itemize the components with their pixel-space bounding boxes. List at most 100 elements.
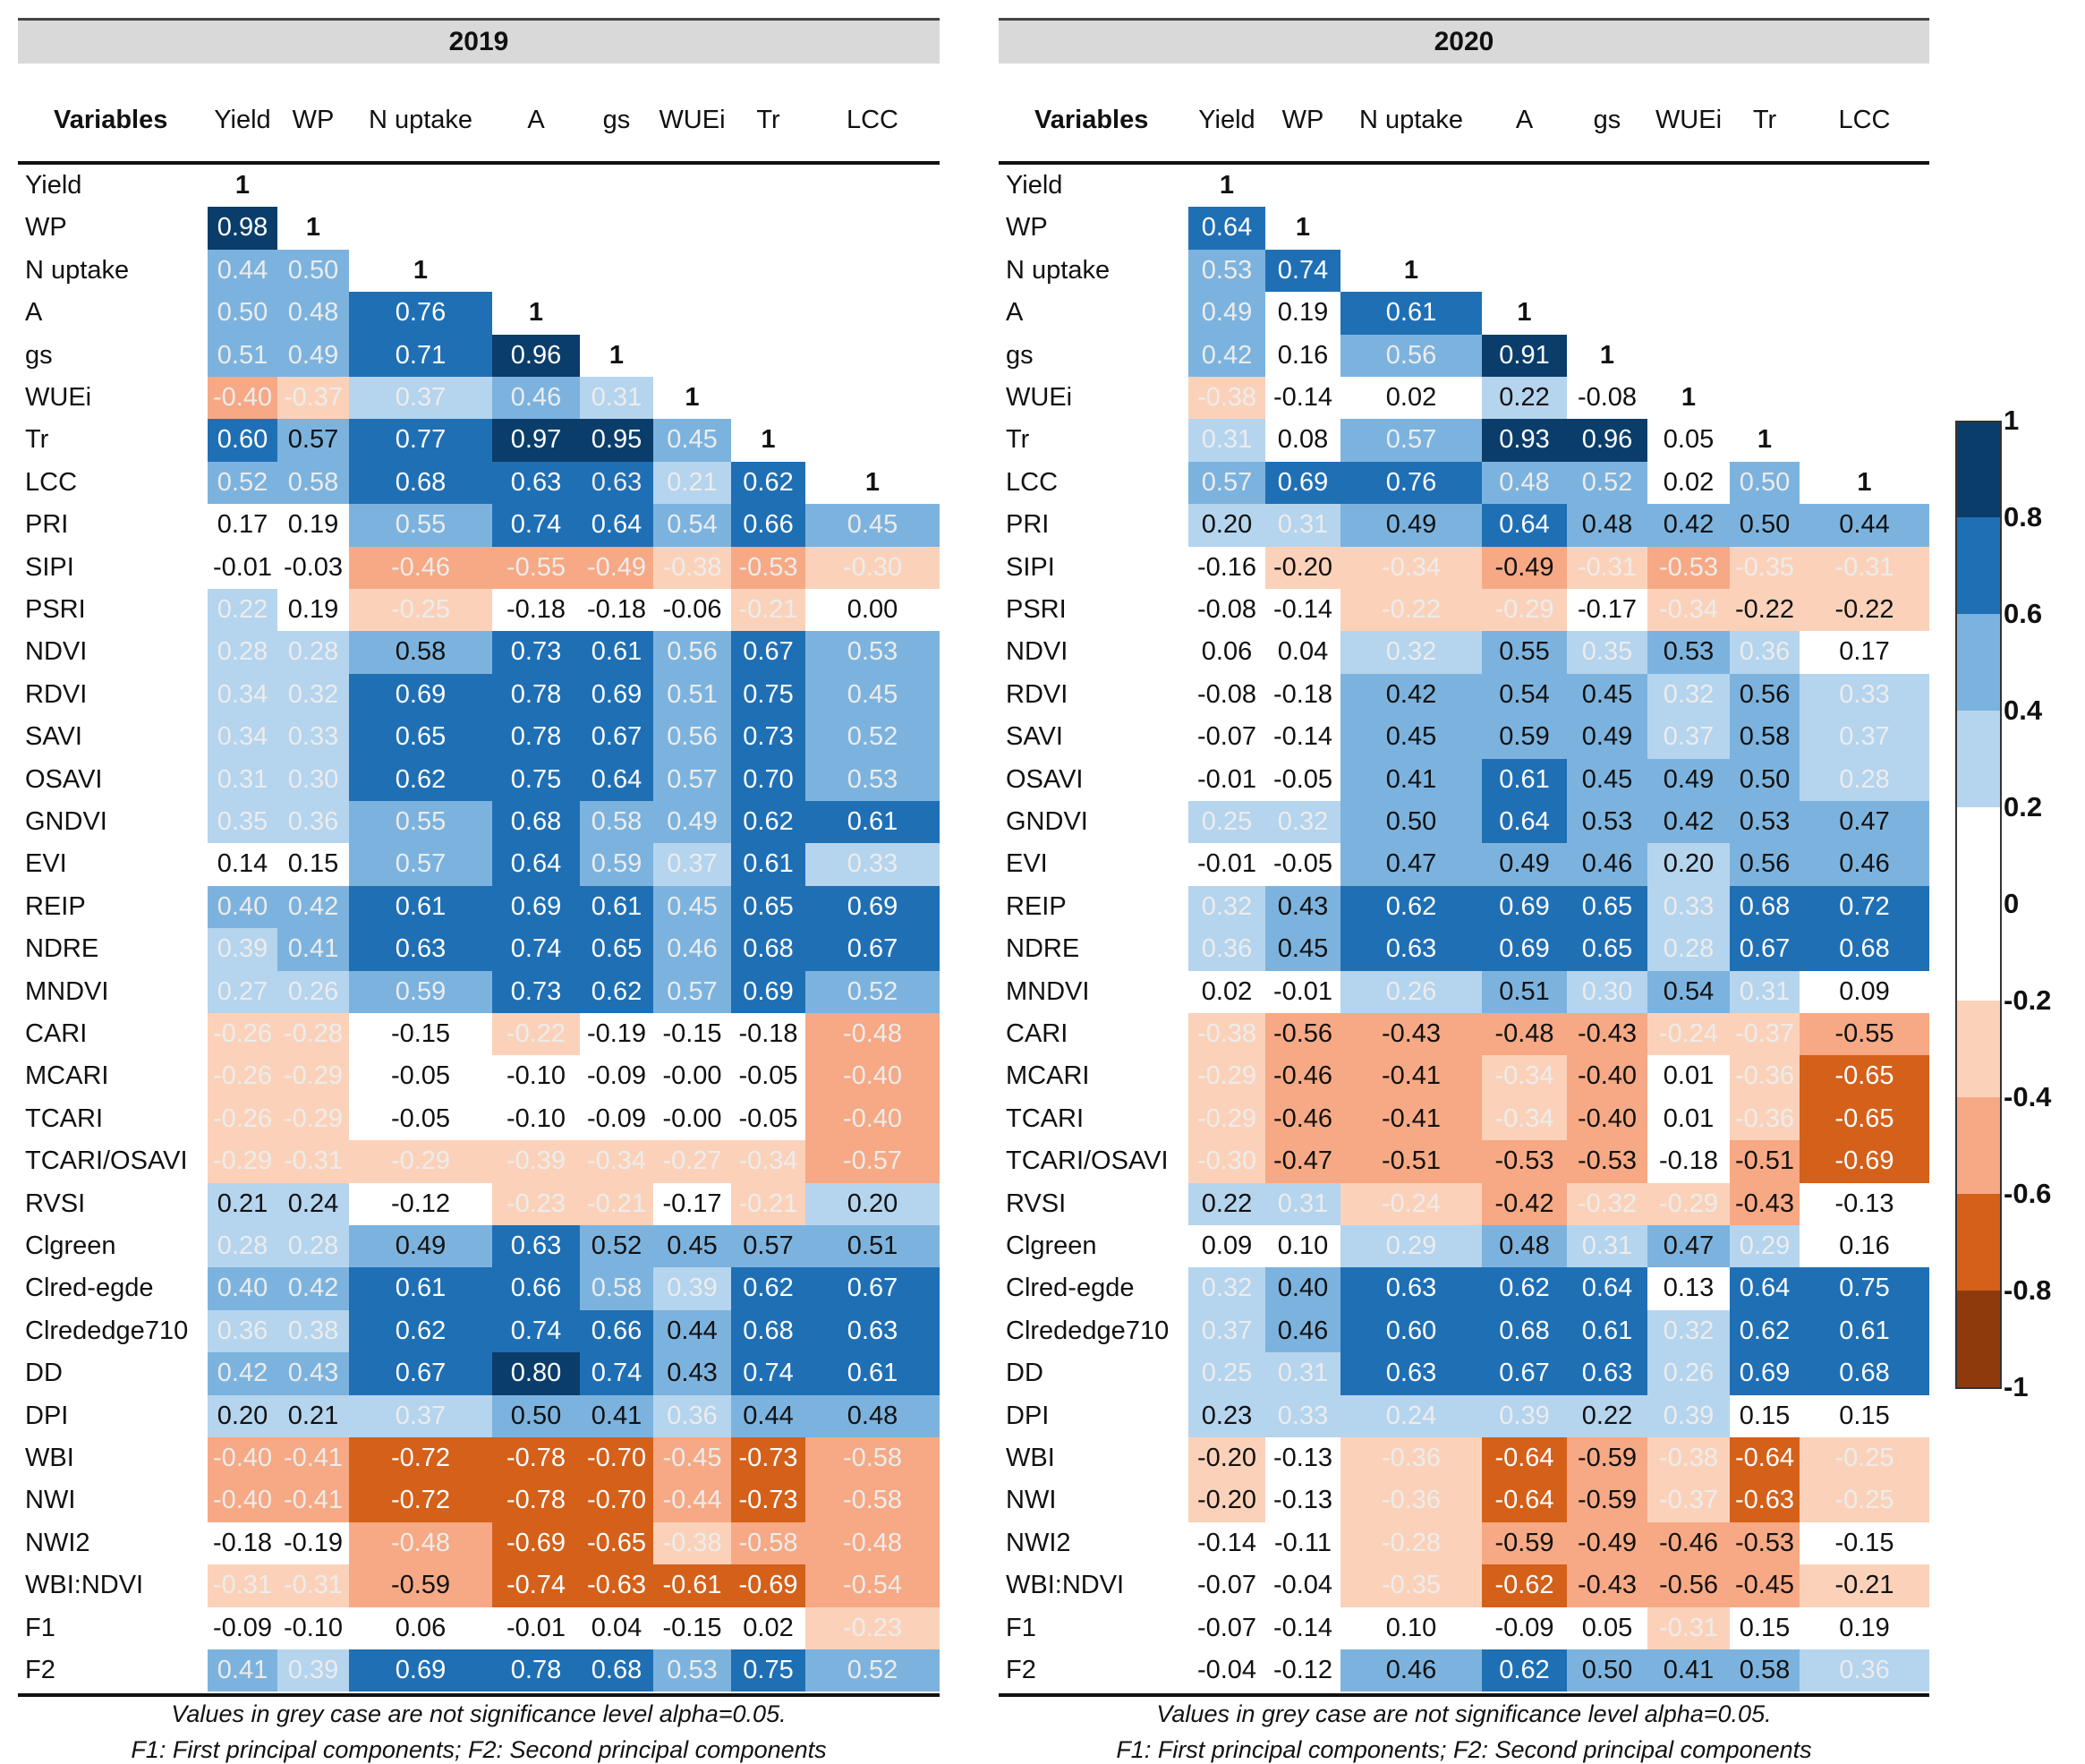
table-row: SAVI 0.34 0.33 0.65 0.78 0.67 0.56 0.73 0.52	[18, 716, 940, 759]
heatmap-cell: 0.61	[1800, 1309, 1929, 1353]
heatmap-cell: 0.37	[1647, 716, 1730, 759]
table-row: TCARI -0.26 -0.29 -0.05 -0.10 -0.09 -0.00 -0.05…	[18, 1097, 940, 1141]
heatmap-cell: -0.65	[1800, 1097, 1929, 1141]
table-row: PSRI 0.22 0.19 -0.25 -0.18 -0.18 -0.06 -0.21 0.0…	[18, 589, 940, 632]
legend-tick-label: 0.8	[2004, 501, 2043, 533]
column-header-gs: gs	[1593, 106, 1621, 134]
heatmap-cell: -0.53	[1730, 1521, 1800, 1565]
heatmap-cell: 0.36	[1800, 1649, 1929, 1692]
row-label: MNDVI	[25, 976, 109, 1006]
heatmap-cell: 0.45	[653, 885, 731, 929]
heatmap-cell: -0.34	[1340, 546, 1482, 589]
row-label: TCARI	[1006, 1104, 1084, 1133]
heatmap-cell: -0.41	[1340, 1055, 1482, 1098]
heatmap-cell: -0.05	[349, 1097, 492, 1141]
heatmap-cell: 0.33	[1647, 885, 1730, 929]
column-header-n-uptake: N uptake	[368, 106, 473, 134]
heatmap-cell: 0.75	[1800, 1267, 1929, 1310]
heatmap-cell: 0.40	[1265, 1267, 1340, 1310]
heatmap-cell: 0.71	[349, 334, 492, 377]
table-row: OSAVI 0.31 0.30 0.62 0.75 0.64 0.57 0.70 0.53	[18, 758, 940, 801]
heatmap-cell: -0.05	[731, 1055, 805, 1098]
heatmap-cell: -0.04	[1188, 1649, 1265, 1692]
year-header: 2019	[18, 18, 940, 64]
heatmap-cell: -0.65	[580, 1521, 653, 1565]
row-label: TCARI	[25, 1104, 103, 1133]
heatmap-cell: 0.67	[805, 928, 940, 971]
heatmap-cell: 0.53	[805, 758, 940, 801]
heatmap-cell: 1	[580, 334, 653, 377]
heatmap-cell: 0.47	[1647, 1225, 1730, 1268]
heatmap-cell: -0.37	[1730, 1013, 1800, 1056]
heatmap-cell: 0.02	[731, 1606, 805, 1649]
heatmap-cell: -0.39	[492, 1140, 580, 1183]
heatmap-cell: 0.39	[208, 928, 277, 971]
heatmap-cell: -0.49	[1482, 546, 1567, 589]
heatmap-cell: -0.07	[1188, 1564, 1265, 1607]
row-label: Clrededge710	[1006, 1316, 1170, 1345]
heatmap-cell: 0.97	[492, 419, 580, 462]
heatmap-cell: 0.53	[1567, 801, 1647, 844]
heatmap-cell: -0.29	[1482, 589, 1567, 632]
heatmap-cell: -0.31	[1800, 546, 1929, 589]
heatmap-cell: 1	[731, 419, 805, 462]
heatmap-cell: 0.69	[1482, 885, 1567, 929]
heatmap-cell: 0.59	[349, 970, 492, 1013]
heatmap-cell: 0.68	[580, 1649, 653, 1692]
column-header-wp: WP	[292, 106, 335, 134]
heatmap-cell: 0.45	[653, 1225, 731, 1268]
heatmap-cell: -0.19	[580, 1013, 653, 1056]
heatmap-cell: 0.61	[805, 801, 940, 844]
heatmap-cell: 0.73	[492, 970, 580, 1013]
heatmap-cell: 0.63	[805, 1309, 940, 1353]
heatmap-cell: 0.61	[580, 631, 653, 674]
table-row: Clrededge710 0.36 0.38 0.62 0.74 0.66 0.44 0.68…	[18, 1309, 940, 1353]
heatmap-cell: -0.64	[1730, 1437, 1800, 1480]
heatmap-cell: 0.08	[1265, 419, 1340, 462]
row-label: SIPI	[1006, 552, 1055, 582]
column-header-tr: Tr	[756, 106, 780, 134]
heatmap-cell: 0.75	[731, 673, 805, 717]
heatmap-cell: 0.73	[492, 631, 580, 674]
heatmap-cell: -0.26	[208, 1097, 277, 1141]
heatmap-cell: 0.28	[277, 631, 349, 674]
heatmap-cell: -0.46	[1647, 1521, 1730, 1565]
heatmap-cell: 0.64	[580, 504, 653, 547]
row-label: TCARI/OSAVI	[25, 1146, 188, 1176]
legend-swatch	[1955, 807, 2002, 904]
heatmap-cell: -0.01	[492, 1606, 580, 1649]
heatmap-cell: 1	[277, 207, 349, 250]
heatmap-cell: -0.09	[208, 1606, 277, 1649]
heatmap-cell: -0.47	[1265, 1140, 1340, 1183]
heatmap-cell: -0.21	[731, 1182, 805, 1225]
row-label: RVSI	[25, 1189, 86, 1218]
heatmap-cell: 0.29	[1730, 1225, 1800, 1268]
heatmap-cell: 0.66	[492, 1267, 580, 1310]
heatmap-cell: 0.33	[277, 716, 349, 759]
heatmap-cell: -0.08	[1188, 673, 1265, 717]
heatmap-cell: 0.65	[580, 928, 653, 971]
heatmap-cell: 0.09	[1800, 970, 1929, 1013]
heatmap-cell: 0.44	[1800, 504, 1929, 547]
heatmap-cell: 1	[1482, 292, 1567, 335]
table-row: RDVI 0.34 0.32 0.69 0.78 0.69 0.51 0.75 0.45	[18, 673, 940, 717]
heatmap-cell: 1	[1800, 461, 1929, 505]
heatmap-cell: -0.65	[1800, 1055, 1929, 1098]
table-row: EVI 0.14 0.15 0.57 0.64 0.59 0.37 0.61 0.33	[18, 843, 940, 886]
heatmap-cell: -0.30	[805, 546, 940, 589]
heatmap-cell: 0.48	[1567, 504, 1647, 547]
heatmap-cell: 0.67	[1482, 1352, 1567, 1395]
heatmap-cell: 0.67	[349, 1352, 492, 1395]
heatmap-cell: 0.67	[1730, 928, 1800, 971]
heatmap-cell: 0.25	[1188, 801, 1265, 844]
heatmap-cell: 0.63	[1340, 1267, 1482, 1310]
heatmap-cell: -0.64	[1482, 1437, 1567, 1480]
table-row: Tr 0.60 0.57 0.77 0.97 0.95 0.45 1	[18, 419, 940, 462]
heatmap-cell: 0.37	[1188, 1309, 1265, 1353]
heatmap-cell: 0.63	[492, 1225, 580, 1268]
heatmap-cell: 0.75	[731, 1649, 805, 1692]
heatmap-cell: 0.61	[731, 843, 805, 886]
row-label: MNDVI	[1006, 976, 1090, 1006]
row-label: RDVI	[1006, 679, 1068, 709]
heatmap-cell: 0.52	[1567, 461, 1647, 505]
